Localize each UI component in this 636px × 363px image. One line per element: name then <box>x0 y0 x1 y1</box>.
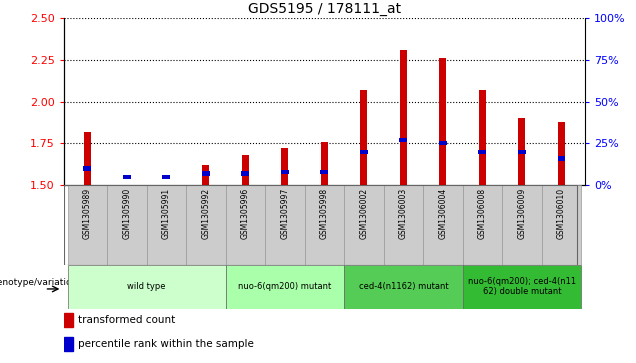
Text: GSM1305997: GSM1305997 <box>280 188 289 239</box>
Bar <box>242 171 249 176</box>
Bar <box>558 122 565 185</box>
Text: GSM1306004: GSM1306004 <box>438 188 447 239</box>
Bar <box>400 50 407 185</box>
Bar <box>321 170 328 174</box>
Bar <box>64 337 73 351</box>
Bar <box>321 142 328 185</box>
Bar <box>84 132 91 185</box>
Text: genotype/variation: genotype/variation <box>0 278 78 287</box>
Bar <box>361 90 368 185</box>
Text: nuo-6(qm200); ced-4(n11
62) double mutant: nuo-6(qm200); ced-4(n11 62) double mutan… <box>468 277 576 297</box>
Bar <box>64 313 73 327</box>
Bar <box>281 148 288 185</box>
Text: GSM1306010: GSM1306010 <box>557 188 566 238</box>
Bar <box>558 156 565 160</box>
Bar <box>462 185 502 265</box>
Text: GSM1305989: GSM1305989 <box>83 188 92 238</box>
Text: GSM1305990: GSM1305990 <box>122 188 131 239</box>
Bar <box>344 185 384 265</box>
Text: GSM1306009: GSM1306009 <box>518 188 527 239</box>
Bar <box>67 265 226 309</box>
Text: GSM1306002: GSM1306002 <box>359 188 368 238</box>
Text: wild type: wild type <box>127 282 166 291</box>
Text: GSM1305992: GSM1305992 <box>202 188 211 238</box>
Bar <box>83 166 91 171</box>
Bar <box>202 171 210 176</box>
Bar <box>123 175 131 179</box>
Bar <box>242 155 249 185</box>
Text: GSM1305996: GSM1305996 <box>241 188 250 239</box>
Bar <box>439 141 447 146</box>
Text: nuo-6(qm200) mutant: nuo-6(qm200) mutant <box>238 282 331 291</box>
Bar <box>399 138 407 142</box>
Bar <box>265 185 305 265</box>
Bar <box>518 118 525 185</box>
Bar <box>518 150 526 154</box>
Text: GSM1305991: GSM1305991 <box>162 188 171 238</box>
Text: percentile rank within the sample: percentile rank within the sample <box>78 339 254 349</box>
Bar <box>226 265 344 309</box>
Bar <box>186 185 226 265</box>
Bar <box>423 185 462 265</box>
Text: GSM1306003: GSM1306003 <box>399 188 408 239</box>
Bar <box>462 265 581 309</box>
Bar <box>344 265 462 309</box>
Bar <box>226 185 265 265</box>
Bar <box>439 58 446 185</box>
Bar <box>384 185 423 265</box>
Bar <box>202 165 209 185</box>
Bar <box>146 185 186 265</box>
Bar <box>107 185 146 265</box>
Text: GSM1306008: GSM1306008 <box>478 188 487 238</box>
Bar <box>479 90 486 185</box>
Text: transformed count: transformed count <box>78 315 175 325</box>
Bar <box>360 150 368 154</box>
Bar <box>542 185 581 265</box>
Bar <box>305 185 344 265</box>
Title: GDS5195 / 178111_at: GDS5195 / 178111_at <box>248 2 401 16</box>
Bar <box>281 170 289 174</box>
Bar <box>67 185 107 265</box>
Text: GSM1305998: GSM1305998 <box>320 188 329 238</box>
Text: ced-4(n1162) mutant: ced-4(n1162) mutant <box>359 282 448 291</box>
Bar <box>478 150 487 154</box>
Bar <box>162 175 170 179</box>
Bar <box>502 185 542 265</box>
